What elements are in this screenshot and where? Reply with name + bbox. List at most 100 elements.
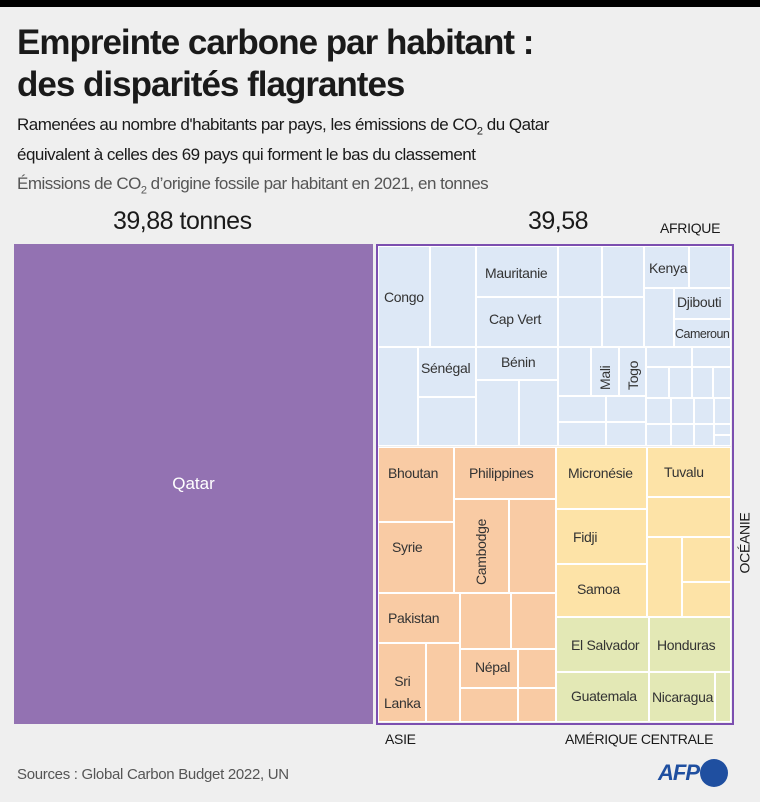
unit-text: d’origine fossile par habitant en 2021, … — [146, 174, 489, 193]
cell-label: Guatemala — [571, 688, 637, 704]
group-outline — [376, 244, 734, 725]
treemap-cell-afrique — [646, 347, 692, 367]
treemap-cell-asie — [511, 593, 556, 649]
treemap-cell-oceanie — [647, 497, 731, 537]
title-line-1: Empreinte carbone par habitant : — [17, 23, 534, 62]
treemap-cell-nepal: Népal — [460, 649, 518, 688]
region-label-afrique: AFRIQUE — [660, 220, 721, 236]
treemap-cell-asie — [518, 688, 556, 722]
title-line-2: des disparités flagrantes — [17, 65, 405, 104]
cell-label: Kenya — [649, 260, 688, 276]
cell-label: Honduras — [657, 637, 716, 653]
treemap-cell-oceanie — [682, 582, 731, 617]
treemap-cell-afrique — [519, 380, 558, 446]
treemap-cell-asie — [460, 593, 511, 649]
cell-label: Bénin — [501, 354, 536, 370]
treemap-cell-afrique — [714, 435, 731, 446]
treemap-cell-asie — [460, 688, 518, 722]
region-label-oceanie: OCÉANIE — [736, 512, 753, 574]
treemap-cell-afrique — [606, 396, 646, 422]
treemap-cell-afrique — [671, 424, 694, 446]
treemap-cell-cameroun: Cameroun — [674, 319, 731, 347]
top-bar — [0, 0, 760, 7]
treemap-cell-afrique — [714, 398, 731, 424]
logo-text: AFP — [658, 760, 700, 785]
subscript: 2 — [476, 125, 483, 138]
cell-label: Népal — [475, 659, 511, 675]
treemap-cell-afrique — [558, 422, 606, 446]
cell-label: El Salvador — [571, 637, 640, 653]
treemap-cell-afrique — [602, 297, 644, 347]
cell-label: Cameroun — [675, 327, 730, 341]
treemap-cell-senegal: Sénégal — [418, 347, 476, 397]
cell-label: Pakistan — [388, 610, 440, 626]
cell-label: Cap Vert — [489, 311, 542, 327]
treemap-cell-afrique — [669, 367, 692, 398]
cell-label: Fidji — [573, 529, 598, 545]
treemap-cell-asie — [518, 649, 556, 688]
treemap-cell-elsalvador: El Salvador — [556, 617, 649, 672]
page-title: Empreinte carbone par habitant : des dis… — [17, 22, 534, 106]
treemap-cell-afrique — [558, 347, 591, 396]
treemap-cell-afrique — [694, 424, 714, 446]
treemap-cell-mauritanie: Mauritanie — [476, 246, 558, 297]
unit-label: Émissions de CO2 d’origine fossile par h… — [17, 174, 489, 196]
cell-label: Micronésie — [568, 465, 633, 481]
unit-text: Émissions de CO — [17, 174, 141, 193]
region-label-amerique-centrale: AMÉRIQUE CENTRALE — [565, 731, 714, 747]
treemap-cell-afrique — [558, 396, 606, 422]
afp-logo: AFP — [658, 757, 728, 789]
group-total-label: 39,58 — [528, 207, 589, 235]
treemap-cell-guatemala: Guatemala — [556, 672, 649, 722]
treemap-cell-afrique — [430, 246, 476, 347]
cell-label: Sri Lanka — [384, 673, 421, 711]
treemap-cell-oceanie — [647, 537, 682, 617]
treemap-cell-afrique — [378, 347, 418, 446]
treemap-cell-micronesie: Micronésie — [556, 447, 647, 509]
treemap-cell-oceanie — [682, 537, 731, 582]
treemap-cell-amerique_centrale — [715, 672, 731, 722]
treemap-cell-tuvalu: Tuvalu — [647, 447, 731, 497]
cell-label: Mauritanie — [485, 265, 548, 281]
cell-label: Congo — [384, 289, 424, 305]
treemap-cell-mali: Mali — [591, 347, 619, 396]
cell-label: Djibouti — [677, 294, 722, 310]
treemap-cell-benin: Bénin — [476, 347, 558, 380]
treemap-cell-pakistan: Pakistan — [378, 593, 460, 643]
treemap-cell-afrique — [606, 422, 646, 446]
treemap-cell-samoa: Samoa — [556, 564, 647, 617]
treemap-cell-philippines: Philippines — [454, 447, 556, 499]
treemap-cell-afrique — [692, 367, 713, 398]
treemap-cell-afrique — [558, 297, 602, 347]
subtitle-text: équivalent à celles des 69 pays qui form… — [17, 145, 476, 165]
treemap-cell-afrique — [646, 367, 669, 398]
treemap-cell-afrique — [602, 246, 644, 297]
treemap-cell-bhoutan: Bhoutan — [378, 447, 454, 522]
cell-label: Bhoutan — [388, 465, 439, 481]
treemap-cell-qatar: Qatar — [14, 244, 373, 724]
treemap-cell-cambodge: Cambodge — [454, 499, 509, 593]
treemap-cell-afrique — [418, 397, 476, 446]
treemap-cell-togo: Togo — [619, 347, 646, 396]
treemap-cell-afrique — [644, 288, 674, 347]
treemap-cell-fidji: Fidji — [556, 509, 647, 564]
sources: Sources : Global Carbon Budget 2022, UN — [17, 766, 289, 783]
treemap-cell-afrique — [558, 246, 602, 297]
treemap-cell-afrique — [671, 398, 694, 424]
treemap-cell-nicaragua: Nicaragua — [649, 672, 715, 722]
treemap-cell-afrique — [646, 398, 671, 424]
subtitle-text: du Qatar — [482, 115, 550, 134]
qatar-value-label: 39,88 tonnes — [113, 207, 252, 235]
treemap-cell-afrique — [689, 246, 731, 288]
cell-label: Nicaragua — [652, 689, 714, 705]
logo-circle-icon — [700, 759, 728, 787]
cell-label: Syrie — [392, 539, 423, 555]
cell-label: Qatar — [172, 474, 215, 493]
treemap-cell-afrique — [713, 367, 731, 398]
subtitle: Ramenées au nombre d'habitants par pays,… — [17, 113, 549, 167]
cell-label: Tuvalu — [664, 464, 704, 480]
treemap-cell-asie — [509, 499, 556, 593]
treemap-cell-syrie: Syrie — [378, 522, 454, 593]
treemap-cell-afrique — [692, 347, 731, 367]
region-label-asie: ASIE — [385, 731, 416, 747]
